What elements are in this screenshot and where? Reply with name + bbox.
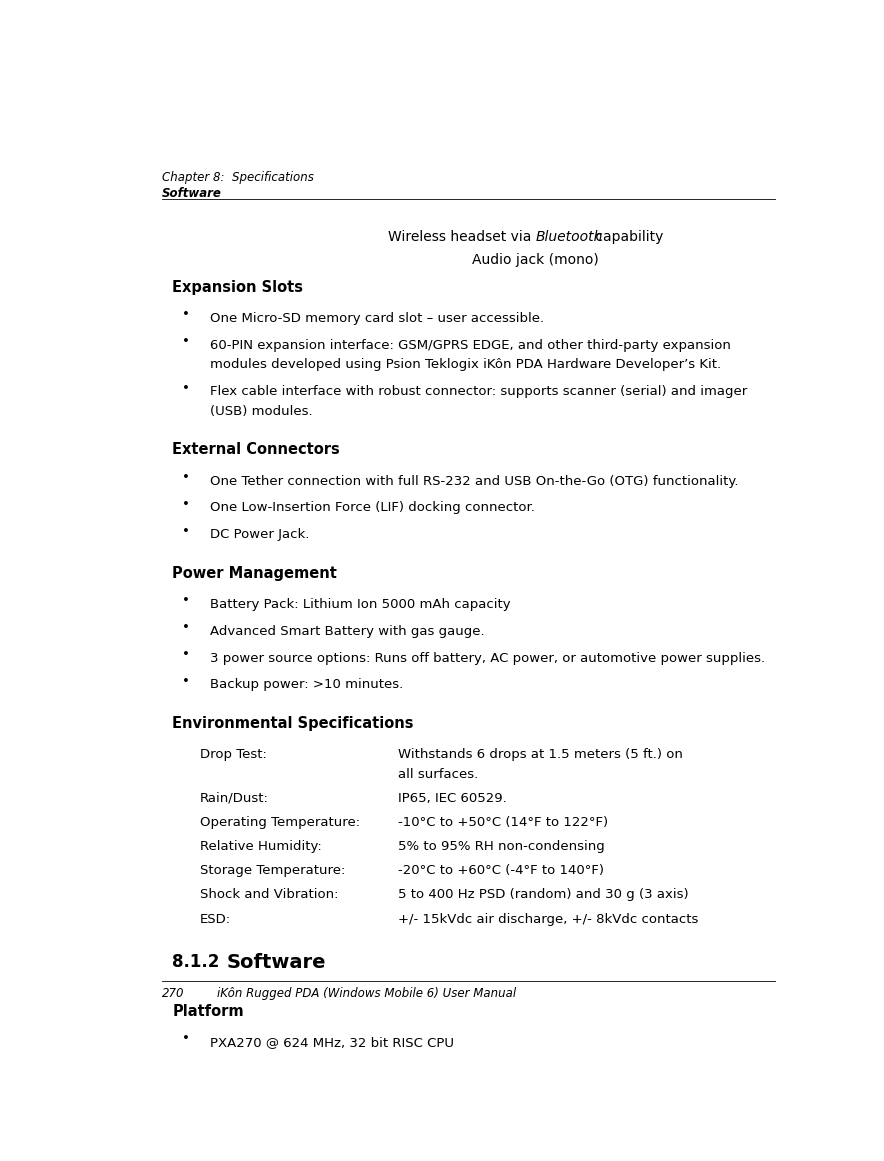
Text: •: • <box>182 1032 190 1045</box>
Text: modules developed using Psion Teklogix iKôn PDA Hardware Developer’s Kit.: modules developed using Psion Teklogix i… <box>210 359 721 372</box>
Text: IP65, IEC 60529.: IP65, IEC 60529. <box>399 792 507 805</box>
Text: all surfaces.: all surfaces. <box>399 767 478 781</box>
Text: Wireless headset via: Wireless headset via <box>387 230 536 244</box>
Text: One Tether connection with full RS-232 and USB On-the-Go (OTG) functionality.: One Tether connection with full RS-232 a… <box>210 475 738 488</box>
Text: •: • <box>182 336 190 348</box>
Text: •: • <box>182 309 190 322</box>
Text: •: • <box>182 471 190 484</box>
Text: One Micro-SD memory card slot – user accessible.: One Micro-SD memory card slot – user acc… <box>210 312 544 325</box>
Text: •: • <box>182 621 190 634</box>
Text: Expansion Slots: Expansion Slots <box>172 280 303 295</box>
Text: Advanced Smart Battery with gas gauge.: Advanced Smart Battery with gas gauge. <box>210 625 484 637</box>
Text: One Low-Insertion Force (LIF) docking connector.: One Low-Insertion Force (LIF) docking co… <box>210 502 535 514</box>
Text: 8.1.2: 8.1.2 <box>172 953 219 971</box>
Text: Rain/Dust:: Rain/Dust: <box>200 792 269 805</box>
Text: Operating Temperature:: Operating Temperature: <box>200 816 360 829</box>
Text: Flex cable interface with robust connector: supports scanner (serial) and imager: Flex cable interface with robust connect… <box>210 385 747 398</box>
Text: External Connectors: External Connectors <box>172 442 340 457</box>
Text: capability: capability <box>591 230 664 244</box>
Text: Chapter 8:  Specifications: Chapter 8: Specifications <box>162 171 314 183</box>
Text: •: • <box>182 648 190 661</box>
Text: Platform: Platform <box>172 1004 244 1019</box>
Text: Power Management: Power Management <box>172 565 337 580</box>
Text: ESD:: ESD: <box>200 913 231 925</box>
Text: Drop Test:: Drop Test: <box>200 748 266 762</box>
Text: +/- 15kVdc air discharge, +/- 8kVdc contacts: +/- 15kVdc air discharge, +/- 8kVdc cont… <box>399 913 698 925</box>
Text: Bluetooth: Bluetooth <box>536 230 603 244</box>
Text: DC Power Jack.: DC Power Jack. <box>210 528 309 541</box>
Text: Shock and Vibration:: Shock and Vibration: <box>200 888 338 901</box>
Text: (USB) modules.: (USB) modules. <box>210 405 312 418</box>
Text: 270: 270 <box>162 987 185 1000</box>
Text: 5 to 400 Hz PSD (random) and 30 g (3 axis): 5 to 400 Hz PSD (random) and 30 g (3 axi… <box>399 888 689 901</box>
Text: Battery Pack: Lithium Ion 5000 mAh capacity: Battery Pack: Lithium Ion 5000 mAh capac… <box>210 598 510 611</box>
Text: Storage Temperature:: Storage Temperature: <box>200 864 345 878</box>
Text: 60-PIN expansion interface: GSM/GPRS EDGE, and other third-party expansion: 60-PIN expansion interface: GSM/GPRS EDG… <box>210 339 731 352</box>
Text: Software: Software <box>162 187 222 200</box>
Text: Audio jack (mono): Audio jack (mono) <box>472 253 598 267</box>
Text: •: • <box>182 498 190 511</box>
Text: PXA270 @ 624 MHz, 32 bit RISC CPU: PXA270 @ 624 MHz, 32 bit RISC CPU <box>210 1036 453 1050</box>
Text: Environmental Specifications: Environmental Specifications <box>172 716 414 731</box>
Text: •: • <box>182 525 190 538</box>
Text: •: • <box>182 382 190 395</box>
Text: Software: Software <box>227 953 326 972</box>
Text: Withstands 6 drops at 1.5 meters (5 ft.) on: Withstands 6 drops at 1.5 meters (5 ft.)… <box>399 748 683 762</box>
Text: -10°C to +50°C (14°F to 122°F): -10°C to +50°C (14°F to 122°F) <box>399 816 608 829</box>
Text: 3 power source options: Runs off battery, AC power, or automotive power supplies: 3 power source options: Runs off battery… <box>210 651 765 664</box>
Text: iKôn Rugged PDA (Windows Mobile 6) User Manual: iKôn Rugged PDA (Windows Mobile 6) User … <box>217 987 516 1000</box>
Text: -20°C to +60°C (-4°F to 140°F): -20°C to +60°C (-4°F to 140°F) <box>399 864 605 878</box>
Text: •: • <box>182 594 190 607</box>
Text: Backup power: >10 minutes.: Backup power: >10 minutes. <box>210 678 403 692</box>
Text: •: • <box>182 675 190 687</box>
Text: 5% to 95% RH non-condensing: 5% to 95% RH non-condensing <box>399 841 605 853</box>
Text: Relative Humidity:: Relative Humidity: <box>200 841 321 853</box>
